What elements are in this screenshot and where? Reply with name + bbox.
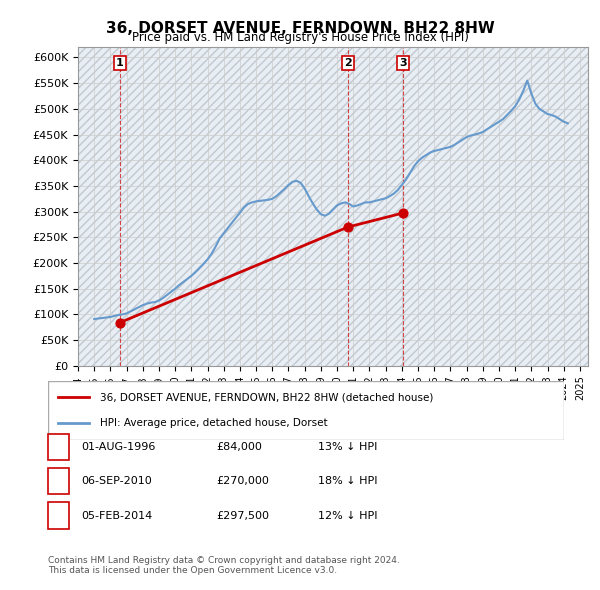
Text: £297,500: £297,500 (216, 511, 269, 520)
Point (115, 318, 125, 327)
FancyBboxPatch shape (78, 47, 588, 366)
Text: HPI: Average price, detached house, Dorset: HPI: Average price, detached house, Dors… (100, 418, 327, 428)
Text: 1: 1 (55, 442, 62, 452)
Text: Contains HM Land Registry data © Crown copyright and database right 2024.
This d: Contains HM Land Registry data © Crown c… (48, 556, 400, 575)
Text: £84,000: £84,000 (216, 442, 262, 452)
Text: 13% ↓ HPI: 13% ↓ HPI (318, 442, 377, 452)
Text: 06-SEP-2010: 06-SEP-2010 (81, 477, 152, 486)
Text: 1: 1 (116, 58, 124, 68)
Point (343, 222, 353, 232)
Point (398, 208, 408, 218)
Text: 36, DORSET AVENUE, FERNDOWN, BH22 8HW: 36, DORSET AVENUE, FERNDOWN, BH22 8HW (106, 21, 494, 35)
Text: £270,000: £270,000 (216, 477, 269, 486)
Text: 3: 3 (55, 511, 62, 520)
Text: 2: 2 (55, 477, 62, 486)
Text: Price paid vs. HM Land Registry's House Price Index (HPI): Price paid vs. HM Land Registry's House … (131, 31, 469, 44)
Text: 01-AUG-1996: 01-AUG-1996 (81, 442, 155, 452)
Text: 3: 3 (400, 58, 407, 68)
Text: 18% ↓ HPI: 18% ↓ HPI (318, 477, 377, 486)
Text: 12% ↓ HPI: 12% ↓ HPI (318, 511, 377, 520)
Text: 05-FEB-2014: 05-FEB-2014 (81, 511, 152, 520)
Text: 2: 2 (344, 58, 352, 68)
FancyBboxPatch shape (48, 381, 564, 440)
Text: 36, DORSET AVENUE, FERNDOWN, BH22 8HW (detached house): 36, DORSET AVENUE, FERNDOWN, BH22 8HW (d… (100, 392, 433, 402)
